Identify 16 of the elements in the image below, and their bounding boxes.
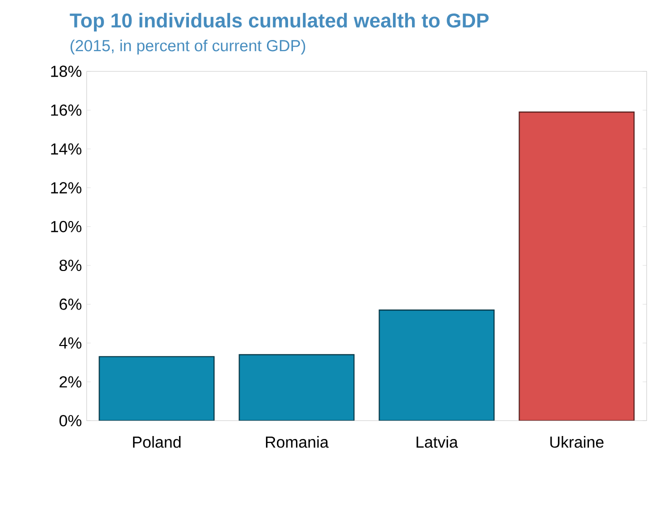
chart-title: Top 10 individuals cumulated wealth to GDP <box>70 12 489 32</box>
y-tick-label: 2% <box>60 376 82 388</box>
y-tick-label: 10% <box>51 220 82 232</box>
y-tick-label: 18% <box>51 66 82 77</box>
y-tick-label: 0% <box>59 415 82 426</box>
y-tick-label: 4% <box>59 337 82 349</box>
y-tick-label: 14% <box>51 143 82 155</box>
x-tick-label: Romania <box>266 436 329 448</box>
y-tick-label: 6% <box>60 298 82 310</box>
chart-subtitle: (2015, in percent of current GDP) <box>70 40 306 55</box>
x-tick-label: Latvia <box>416 436 458 448</box>
x-tick-label: Ukraine <box>550 436 604 448</box>
x-tick-label: Poland <box>133 436 181 448</box>
y-tick-label: 12% <box>51 182 82 194</box>
y-tick-label: 16% <box>51 104 82 116</box>
y-tick-label: 8% <box>60 260 82 272</box>
